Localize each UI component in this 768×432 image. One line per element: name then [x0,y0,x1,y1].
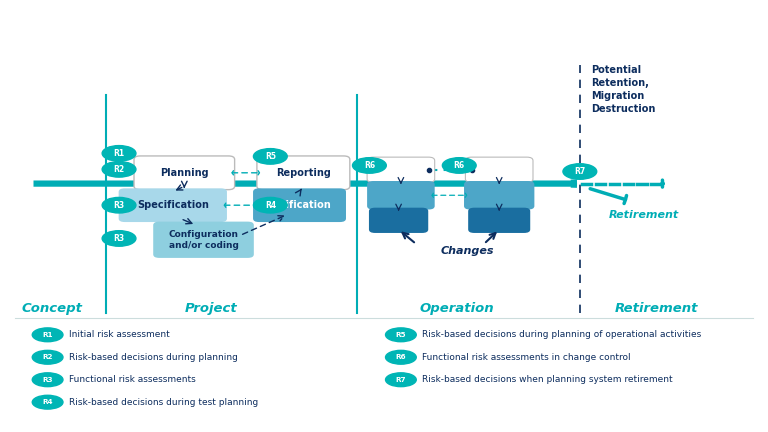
Text: Risk-based decisions during test planning: Risk-based decisions during test plannin… [69,398,258,407]
FancyBboxPatch shape [118,188,227,222]
FancyBboxPatch shape [253,188,346,222]
Text: Initial risk assessment: Initial risk assessment [69,330,170,339]
Text: R5: R5 [396,332,406,338]
Text: R7: R7 [574,167,585,176]
Ellipse shape [563,164,597,179]
Ellipse shape [32,395,63,409]
FancyBboxPatch shape [465,157,533,182]
Text: Functional risk assessments: Functional risk assessments [69,375,196,384]
FancyBboxPatch shape [154,222,253,258]
Text: R2: R2 [114,165,124,174]
Ellipse shape [102,162,136,177]
Text: Specification: Specification [137,200,209,210]
Ellipse shape [442,158,476,173]
Text: Risk-based decisions during planning: Risk-based decisions during planning [69,353,238,362]
Text: Operation: Operation [419,302,495,315]
Ellipse shape [102,146,136,161]
Ellipse shape [32,350,63,364]
FancyBboxPatch shape [257,156,350,190]
Text: Potential
Retention,
Migration
Destruction: Potential Retention, Migration Destructi… [591,65,656,114]
Text: R4: R4 [265,201,276,210]
FancyBboxPatch shape [464,181,535,210]
Text: Configuration
and/or coding: Configuration and/or coding [168,230,239,250]
Ellipse shape [253,149,287,164]
Ellipse shape [32,373,63,387]
Text: Risk-based decisions when planning system retirement: Risk-based decisions when planning syste… [422,375,673,384]
Text: R3: R3 [114,234,124,243]
Ellipse shape [353,158,386,173]
Text: Functional risk assessments in change control: Functional risk assessments in change co… [422,353,631,362]
FancyBboxPatch shape [134,156,235,190]
Ellipse shape [102,197,136,213]
Text: R6: R6 [364,161,375,170]
Text: Verification: Verification [267,200,332,210]
Text: Reporting: Reporting [276,168,331,178]
Text: Changes: Changes [440,246,494,256]
Text: R3: R3 [42,377,53,383]
Ellipse shape [253,197,287,213]
Ellipse shape [386,350,416,364]
Text: R7: R7 [396,377,406,383]
Text: Planning: Planning [160,168,209,178]
Text: R6: R6 [396,354,406,360]
Text: R3: R3 [114,201,124,210]
Text: R4: R4 [42,399,53,405]
Text: R2: R2 [42,354,53,360]
Ellipse shape [386,328,416,342]
FancyBboxPatch shape [369,208,429,233]
Text: R1: R1 [114,149,124,158]
Text: Retirement: Retirement [615,302,698,315]
FancyBboxPatch shape [468,208,530,233]
Ellipse shape [102,231,136,246]
Text: Risk-based decisions during planning of operational activities: Risk-based decisions during planning of … [422,330,702,339]
Text: Concept: Concept [22,302,83,315]
FancyBboxPatch shape [367,181,435,210]
Ellipse shape [32,328,63,342]
Text: R6: R6 [454,161,465,170]
Text: Retirement: Retirement [608,210,679,219]
Ellipse shape [386,373,416,387]
FancyBboxPatch shape [367,157,435,182]
Text: R1: R1 [42,332,53,338]
Text: Project: Project [185,302,237,315]
Text: R5: R5 [265,152,276,161]
